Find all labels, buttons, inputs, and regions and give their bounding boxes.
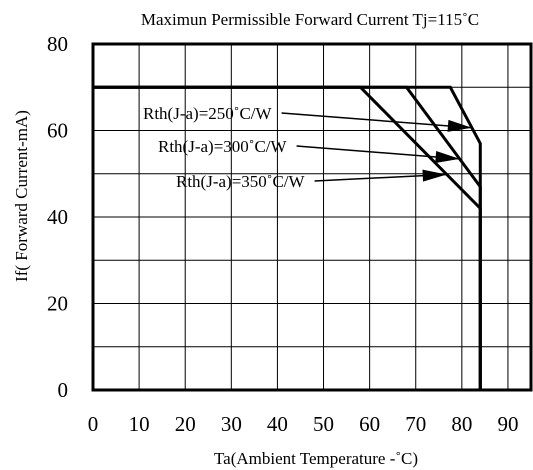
y-tick-label: 60	[47, 119, 68, 143]
series-label: Rth(J-a)=250˚C/W	[143, 104, 273, 123]
chart-title: Maximun Permissible Forward Current Tj=1…	[141, 10, 479, 29]
grid-lines	[93, 44, 531, 390]
series-line	[93, 85, 482, 390]
x-tick-label: 60	[359, 412, 380, 436]
annotations: Rth(J-a)=250˚C/W Rth(J-a)=300˚C/W Rth(J-a)…	[143, 104, 472, 191]
x-tick-label: 90	[497, 412, 518, 436]
series-label: Rth(J-a)=300˚C/W	[158, 137, 288, 156]
y-tick-label: 80	[47, 32, 68, 56]
x-tick-label: 20	[175, 412, 196, 436]
x-tick-label: 40	[267, 412, 288, 436]
series-line	[93, 85, 482, 390]
y-tick-label: 20	[47, 292, 68, 316]
plot-frame	[91, 42, 533, 392]
y-axis-label: If( Forward Current-mA)	[12, 110, 31, 282]
x-tick-label: 80	[451, 412, 472, 436]
x-tick-label: 70	[405, 412, 426, 436]
x-axis-label: Ta(Ambient Temperature -˚C)	[214, 449, 418, 468]
series-group	[93, 85, 482, 390]
arrowhead	[422, 169, 447, 182]
x-tick-label: 10	[129, 412, 150, 436]
leader-line	[281, 112, 472, 129]
x-tick-labels: 0 10 20 30 40 50 60 70 80 90	[88, 412, 519, 436]
series-line	[93, 85, 482, 390]
y-tick-labels: 0 20 40 60 80	[47, 32, 68, 402]
x-tick-label: 30	[221, 412, 242, 436]
arrowhead	[447, 119, 472, 132]
x-tick-label: 50	[313, 412, 334, 436]
y-tick-label: 40	[47, 205, 68, 229]
arrowhead	[435, 151, 460, 163]
x-tick-label: 0	[88, 412, 99, 436]
y-tick-label: 0	[58, 378, 69, 402]
series-label: Rth(J-a)=350˚C/W	[176, 172, 306, 191]
leader-line	[296, 145, 460, 160]
